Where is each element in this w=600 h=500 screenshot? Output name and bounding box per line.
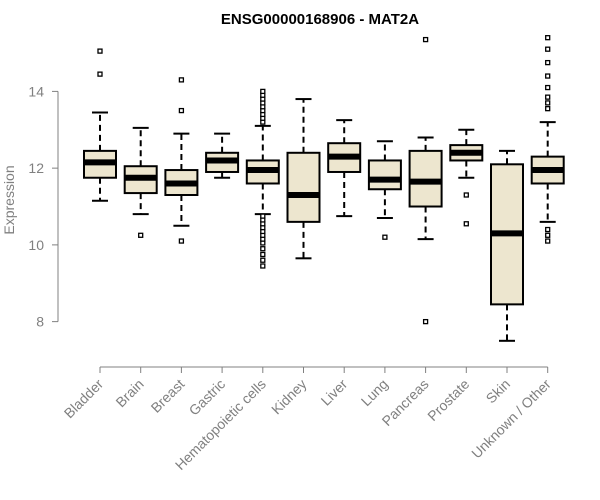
- box-series: [83, 35, 565, 342]
- box-group: [490, 149, 524, 342]
- y-tick-label: 12: [28, 160, 44, 176]
- chart-title: ENSG00000168906 - MAT2A: [221, 11, 419, 28]
- box-group: [286, 98, 321, 260]
- box-group: [449, 128, 484, 227]
- box-group: [245, 88, 280, 269]
- outlier-point: [97, 48, 103, 54]
- y-axis-label: Expression: [1, 165, 17, 234]
- outlier-point: [545, 238, 551, 244]
- x-tick-label: Lung: [358, 376, 391, 409]
- x-tick-label: Skin: [483, 376, 514, 407]
- outlier-point: [545, 226, 551, 233]
- outlier-point: [545, 59, 551, 66]
- outlier-point: [178, 238, 185, 244]
- outlier-point: [463, 221, 469, 227]
- outlier-point: [545, 46, 551, 52]
- x-tick-label: Liver: [318, 376, 351, 409]
- outlier-point: [260, 251, 266, 258]
- outlier-point: [545, 73, 551, 79]
- outlier-point: [545, 84, 551, 91]
- x-tick-label: Prostate: [424, 376, 472, 424]
- outlier-point: [178, 107, 185, 114]
- y-axis: 8 10 12 14: [28, 83, 59, 330]
- outlier-point: [545, 94, 551, 100]
- box-group: [530, 35, 565, 244]
- outlier-point: [260, 246, 266, 252]
- y-tick-label: 8: [36, 314, 44, 330]
- outlier-point: [422, 36, 429, 43]
- y-tick-label: 14: [28, 83, 44, 99]
- box-iqr: [286, 151, 321, 223]
- x-tick-label: Kidney: [268, 376, 310, 418]
- outlier-point: [260, 257, 266, 263]
- box-group: [123, 126, 158, 238]
- outlier-point: [382, 234, 388, 240]
- outlier-point: [178, 77, 185, 83]
- outlier-point: [463, 192, 469, 198]
- box-group: [327, 119, 362, 218]
- outlier-point: [545, 232, 551, 238]
- outlier-point: [545, 106, 551, 112]
- box-group: [205, 132, 240, 179]
- outlier-point: [260, 213, 266, 219]
- outlier-point: [545, 35, 551, 41]
- box-group: [83, 48, 117, 202]
- x-tick-label: Brain: [112, 376, 146, 410]
- outlier-point: [422, 318, 429, 325]
- y-tick-label: 10: [28, 237, 44, 253]
- box-group: [367, 140, 402, 240]
- outlier-point: [97, 71, 103, 77]
- x-tick-label: Breast: [148, 376, 188, 416]
- box-group: [408, 36, 443, 325]
- box-iqr: [367, 159, 402, 191]
- outlier-point: [138, 232, 144, 238]
- box-group: [164, 77, 199, 244]
- outlier-point: [260, 263, 266, 269]
- outlier-point: [260, 88, 266, 95]
- x-tick-label: Bladder: [61, 376, 107, 422]
- outlier-point: [545, 100, 551, 106]
